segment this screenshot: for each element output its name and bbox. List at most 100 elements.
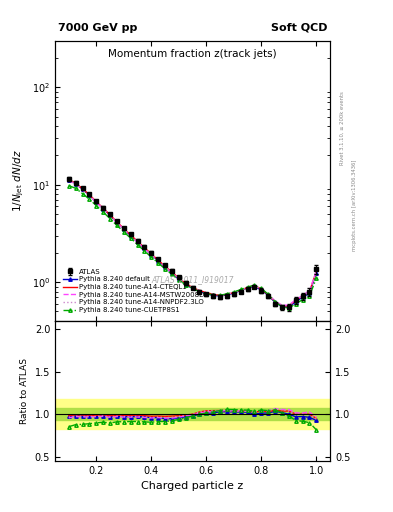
Pythia 8.240 tune-CUETP8S1	[280, 304, 285, 310]
Pythia 8.240 default	[252, 284, 257, 290]
Pythia 8.240 default	[87, 192, 92, 198]
Pythia 8.240 tune-A14-MSTW2008LO	[293, 296, 298, 303]
Pythia 8.240 default	[101, 205, 106, 211]
Pythia 8.240 default	[73, 180, 78, 186]
Pythia 8.240 tune-A14-MSTW2008LO	[307, 287, 312, 293]
Pythia 8.240 tune-A14-MSTW2008LO	[94, 199, 99, 205]
Pythia 8.240 tune-A14-CTEQL1	[73, 180, 78, 186]
Pythia 8.240 tune-A14-MSTW2008LO	[149, 252, 154, 258]
Pythia 8.240 tune-A14-MSTW2008LO	[115, 220, 119, 226]
Line: Pythia 8.240 default: Pythia 8.240 default	[67, 178, 318, 309]
Pythia 8.240 default	[190, 285, 195, 291]
Pythia 8.240 tune-A14-MSTW2008LO	[252, 283, 257, 289]
Pythia 8.240 tune-CUETP8S1	[300, 296, 305, 303]
Pythia 8.240 tune-A14-MSTW2008LO	[156, 258, 161, 264]
Pythia 8.240 tune-A14-NNPDF2.3LO	[239, 287, 243, 293]
Pythia 8.240 default	[149, 251, 154, 258]
Pythia 8.240 tune-A14-NNPDF2.3LO	[211, 291, 215, 297]
Pythia 8.240 tune-CUETP8S1	[142, 248, 147, 254]
Pythia 8.240 default	[121, 226, 126, 232]
Pythia 8.240 tune-A14-MSTW2008LO	[245, 285, 250, 291]
Pythia 8.240 tune-A14-NNPDF2.3LO	[80, 186, 85, 193]
Pythia 8.240 tune-CUETP8S1	[156, 260, 161, 266]
Pythia 8.240 tune-A14-CTEQL1	[190, 285, 195, 291]
Pythia 8.240 tune-A14-CTEQL1	[163, 263, 167, 269]
Line: Pythia 8.240 tune-A14-NNPDF2.3LO: Pythia 8.240 tune-A14-NNPDF2.3LO	[69, 180, 316, 306]
Pythia 8.240 tune-A14-NNPDF2.3LO	[307, 288, 312, 294]
Pythia 8.240 tune-A14-NNPDF2.3LO	[135, 239, 140, 245]
Pythia 8.240 tune-A14-MSTW2008LO	[218, 292, 222, 298]
Pythia 8.240 tune-A14-MSTW2008LO	[314, 268, 319, 274]
Pythia 8.240 tune-CUETP8S1	[239, 286, 243, 292]
Text: ATLAS_2011_I919017: ATLAS_2011_I919017	[151, 275, 234, 285]
Pythia 8.240 tune-A14-MSTW2008LO	[211, 292, 215, 298]
Pythia 8.240 tune-A14-MSTW2008LO	[225, 291, 230, 297]
Pythia 8.240 tune-A14-CTEQL1	[94, 199, 99, 205]
Line: Pythia 8.240 tune-A14-MSTW2008LO: Pythia 8.240 tune-A14-MSTW2008LO	[69, 181, 316, 305]
Pythia 8.240 default	[280, 304, 285, 310]
Pythia 8.240 tune-A14-NNPDF2.3LO	[108, 212, 112, 219]
Pythia 8.240 tune-CUETP8S1	[204, 291, 209, 297]
Pythia 8.240 default	[266, 292, 271, 298]
Pythia 8.240 tune-A14-CTEQL1	[183, 281, 188, 287]
Pythia 8.240 default	[300, 294, 305, 300]
Pythia 8.240 tune-A14-NNPDF2.3LO	[101, 206, 106, 212]
Pythia 8.240 tune-A14-NNPDF2.3LO	[163, 264, 167, 270]
Bar	[55, 399, 330, 430]
Pythia 8.240 tune-CUETP8S1	[101, 209, 106, 215]
Pythia 8.240 tune-A14-NNPDF2.3LO	[314, 269, 319, 275]
Y-axis label: Ratio to ATLAS: Ratio to ATLAS	[20, 358, 29, 424]
Pythia 8.240 tune-A14-CTEQL1	[204, 290, 209, 296]
Pythia 8.240 tune-A14-MSTW2008LO	[87, 193, 92, 199]
Pythia 8.240 tune-A14-NNPDF2.3LO	[218, 292, 222, 298]
Pythia 8.240 tune-A14-CTEQL1	[293, 297, 298, 304]
Pythia 8.240 tune-A14-NNPDF2.3LO	[245, 285, 250, 291]
Pythia 8.240 tune-A14-MSTW2008LO	[280, 302, 285, 308]
Pythia 8.240 tune-A14-NNPDF2.3LO	[231, 290, 236, 296]
Pythia 8.240 tune-CUETP8S1	[66, 183, 71, 189]
Pythia 8.240 tune-A14-CTEQL1	[176, 275, 181, 281]
Pythia 8.240 tune-A14-MSTW2008LO	[197, 288, 202, 294]
Pythia 8.240 default	[245, 285, 250, 291]
Pythia 8.240 tune-A14-CTEQL1	[170, 269, 174, 275]
Pythia 8.240 tune-A14-CTEQL1	[245, 285, 250, 291]
Pythia 8.240 default	[286, 304, 291, 310]
Pythia 8.240 default	[273, 299, 277, 305]
Pythia 8.240 default	[170, 270, 174, 276]
Pythia 8.240 tune-A14-CTEQL1	[266, 292, 271, 298]
Pythia 8.240 tune-CUETP8S1	[170, 271, 174, 278]
Pythia 8.240 default	[142, 245, 147, 251]
Pythia 8.240 tune-A14-CTEQL1	[135, 238, 140, 244]
Pythia 8.240 tune-A14-MSTW2008LO	[231, 290, 236, 296]
Pythia 8.240 tune-CUETP8S1	[149, 254, 154, 260]
Pythia 8.240 tune-A14-NNPDF2.3LO	[286, 303, 291, 309]
Pythia 8.240 tune-CUETP8S1	[80, 190, 85, 197]
Pythia 8.240 tune-A14-NNPDF2.3LO	[87, 193, 92, 199]
Pythia 8.240 tune-A14-NNPDF2.3LO	[293, 297, 298, 304]
Pythia 8.240 default	[129, 232, 133, 239]
Pythia 8.240 tune-CUETP8S1	[307, 293, 312, 299]
Pythia 8.240 tune-CUETP8S1	[259, 285, 264, 291]
Pythia 8.240 tune-A14-NNPDF2.3LO	[121, 226, 126, 232]
Pythia 8.240 tune-A14-CTEQL1	[142, 245, 147, 251]
Pythia 8.240 default	[239, 287, 243, 293]
Pythia 8.240 default	[293, 298, 298, 305]
Pythia 8.240 default	[94, 199, 99, 205]
Pythia 8.240 tune-A14-CTEQL1	[314, 269, 319, 275]
Pythia 8.240 tune-CUETP8S1	[245, 284, 250, 290]
Pythia 8.240 tune-CUETP8S1	[183, 282, 188, 288]
Pythia 8.240 tune-CUETP8S1	[108, 216, 112, 222]
Pythia 8.240 tune-A14-NNPDF2.3LO	[300, 293, 305, 299]
Pythia 8.240 tune-A14-MSTW2008LO	[163, 264, 167, 270]
Pythia 8.240 tune-A14-MSTW2008LO	[286, 302, 291, 308]
Pythia 8.240 default	[135, 239, 140, 245]
Line: Pythia 8.240 tune-CUETP8S1: Pythia 8.240 tune-CUETP8S1	[67, 184, 318, 310]
Pythia 8.240 tune-CUETP8S1	[293, 301, 298, 307]
Pythia 8.240 tune-A14-MSTW2008LO	[266, 291, 271, 297]
Pythia 8.240 default	[66, 177, 71, 183]
Pythia 8.240 tune-A14-NNPDF2.3LO	[280, 302, 285, 308]
Pythia 8.240 tune-CUETP8S1	[135, 242, 140, 248]
Text: Soft QCD: Soft QCD	[271, 23, 327, 33]
Text: mcplots.cern.ch [arXiv:1306.3436]: mcplots.cern.ch [arXiv:1306.3436]	[352, 159, 357, 250]
Pythia 8.240 tune-A14-CTEQL1	[121, 225, 126, 231]
